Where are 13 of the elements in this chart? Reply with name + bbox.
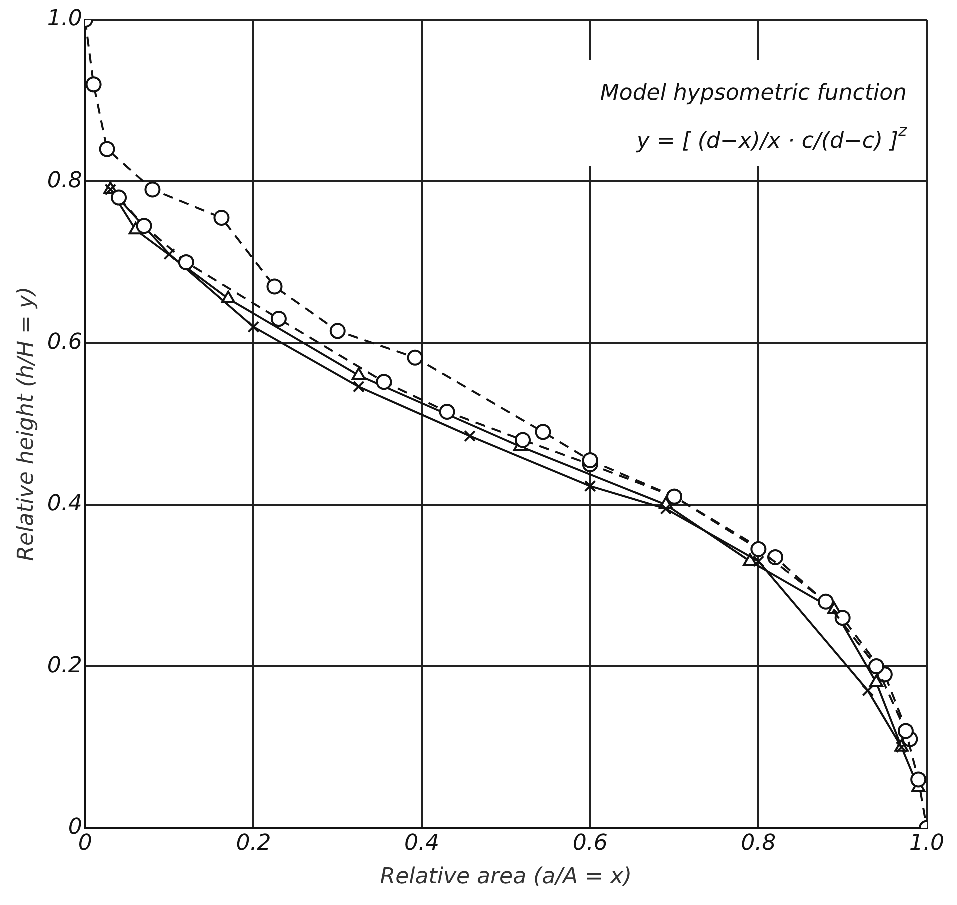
y-tick-label: 0.6 <box>47 330 82 355</box>
y-tick-label: 1.0 <box>47 6 82 32</box>
x-tick-label: 1.0 <box>910 831 944 856</box>
y-tick-label: 0.8 <box>47 168 82 194</box>
x-tick-label: 0.6 <box>572 831 608 856</box>
y-tick-label: 0.4 <box>47 492 82 517</box>
x-tick-label: 0.4 <box>404 831 440 856</box>
x-axis-title: Relative area (a/A = x) <box>380 864 632 890</box>
annotation: Model hypsometric function <box>600 81 908 106</box>
y-tick-label: 0.2 <box>47 653 82 678</box>
x-tick-label: 0.8 <box>741 831 776 856</box>
y-axis-title: Relative height (h/H = y) <box>14 286 39 562</box>
x-tick-label: 0.2 <box>236 831 272 856</box>
